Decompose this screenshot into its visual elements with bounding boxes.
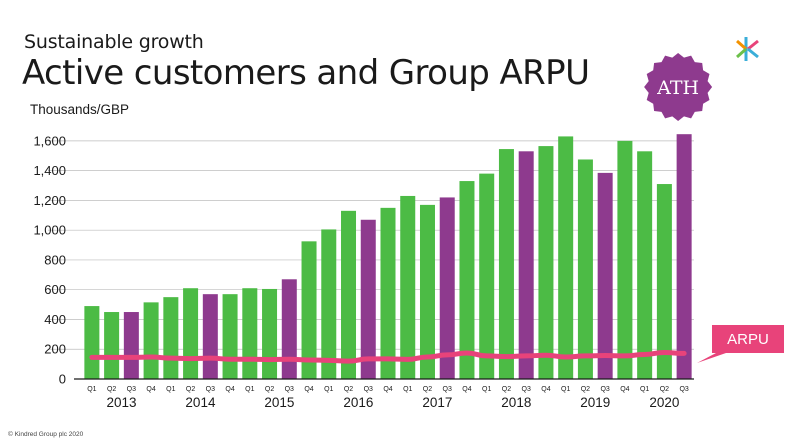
- bar-q1: [637, 151, 653, 379]
- ath-badge-shape: [644, 53, 713, 121]
- x-axis-quarter-ticks: Q1 Q2 Q3 Q4 Q1 Q2 Q3 Q4 Q1 Q2 Q3 Q4 Q1 Q2 Q3 Q4 Q1 Q2 Q3 Q4…: [87, 386, 689, 393]
- bar-q1: [321, 229, 337, 379]
- quarter-tick-label: Q4: [620, 386, 629, 393]
- quarter-tick-label: Q2: [581, 386, 590, 393]
- quarter-tick-label: Q2: [107, 386, 116, 393]
- bar-q2: [262, 288, 278, 379]
- quarter-tick-label: Q3: [443, 386, 452, 393]
- y-tick-label: 400: [44, 312, 66, 327]
- ath-badge: ATH: [644, 53, 713, 121]
- y-axis-ticks: 0 200 400 600 800 1,000 1,200 1,400 1,600: [33, 133, 66, 386]
- y-tick-label: 200: [44, 342, 66, 357]
- quarter-tick-label: Q2: [344, 386, 353, 393]
- bar-q1: [558, 136, 574, 379]
- bar-q3: [123, 312, 139, 379]
- arpu-callout-shape: [697, 325, 784, 363]
- quarter-tick-label: Q3: [364, 386, 373, 393]
- quarter-tick-label: Q4: [304, 386, 313, 393]
- bar-series-active-customers: [84, 134, 692, 379]
- quarter-tick-label: Q2: [265, 386, 274, 393]
- year-label: 2017: [422, 395, 452, 410]
- quarter-tick-label: Q1: [87, 386, 96, 393]
- bar-q4: [617, 140, 633, 379]
- quarter-tick-label: Q1: [640, 386, 649, 393]
- quarter-tick-label: Q4: [146, 386, 155, 393]
- year-label: 2013: [106, 395, 136, 410]
- bar-q2: [498, 149, 514, 379]
- bar-q2: [341, 210, 357, 379]
- bar-q4: [538, 146, 554, 379]
- bar-q1: [479, 173, 495, 379]
- quarter-tick-label: Q1: [324, 386, 333, 393]
- arpu-callout: ARPU: [697, 325, 784, 363]
- quarter-tick-label: Q1: [245, 386, 254, 393]
- quarter-tick-label: Q1: [482, 386, 491, 393]
- bar-q3: [439, 197, 455, 379]
- y-axis-units-label: Thousands/GBP: [30, 102, 130, 117]
- bar-q1: [400, 195, 416, 379]
- quarter-tick-label: Q4: [462, 386, 471, 393]
- quarter-tick-label: Q2: [660, 386, 669, 393]
- bar-q2: [656, 184, 672, 379]
- year-label: 2020: [649, 395, 679, 410]
- kindred-logo-icon: [736, 37, 759, 61]
- year-label: 2014: [185, 395, 216, 410]
- y-tick-label: 1,600: [33, 133, 66, 148]
- x-axis-year-labels: 2013 2014 2015 2016 2017 2018 2019 2020: [106, 395, 679, 410]
- bar-q2: [419, 204, 435, 379]
- bar-q2: [183, 288, 199, 379]
- bar-q4: [380, 207, 396, 379]
- arpu-callout-label: ARPU: [727, 331, 769, 348]
- quarter-tick-label: Q2: [186, 386, 195, 393]
- arpu-line: [89, 350, 687, 364]
- chart-subtitle: Sustainable growth: [24, 31, 204, 53]
- quarter-tick-label: Q1: [561, 386, 570, 393]
- year-label: 2019: [580, 395, 610, 410]
- bar-q3: [518, 151, 534, 379]
- quarter-tick-label: Q3: [285, 386, 294, 393]
- quarter-tick-label: Q3: [600, 386, 609, 393]
- bar-q4: [301, 241, 317, 379]
- quarter-tick-label: Q3: [522, 386, 531, 393]
- bar-q1: [84, 306, 100, 379]
- bar-q3: [202, 294, 218, 379]
- y-tick-label: 600: [44, 282, 66, 297]
- year-label: 2016: [343, 395, 373, 410]
- quarter-tick-label: Q3: [127, 386, 136, 393]
- chart-title: Active customers and Group ARPU: [22, 53, 590, 93]
- quarter-tick-label: Q4: [541, 386, 550, 393]
- bar-q3: [360, 219, 376, 379]
- bar-q4: [143, 302, 159, 379]
- quarter-tick-label: Q4: [225, 386, 234, 393]
- bar-q1: [242, 288, 258, 379]
- quarter-tick-label: Q2: [423, 386, 432, 393]
- quarter-tick-label: Q1: [166, 386, 175, 393]
- copyright-notice: © Kindred Group plc 2020: [8, 431, 84, 438]
- quarter-tick-label: Q1: [403, 386, 412, 393]
- bar-q1: [163, 297, 179, 379]
- quarter-tick-label: Q3: [679, 386, 688, 393]
- y-tick-label: 0: [59, 372, 66, 387]
- year-label: 2015: [264, 395, 294, 410]
- y-tick-label: 1,200: [33, 193, 66, 208]
- bar-q4: [222, 294, 238, 379]
- ath-badge-label: ATH: [656, 77, 699, 99]
- bar-q2: [104, 312, 120, 379]
- y-tick-label: 1,400: [33, 163, 66, 178]
- quarter-tick-label: Q4: [383, 386, 392, 393]
- y-tick-label: 800: [44, 252, 66, 267]
- bar-q3: [676, 134, 692, 379]
- bar-q3: [597, 172, 613, 379]
- quarter-tick-label: Q2: [502, 386, 511, 393]
- y-tick-label: 1,000: [33, 223, 66, 238]
- quarter-tick-label: Q3: [206, 386, 215, 393]
- bar-q3: [281, 279, 297, 379]
- bar-q2: [577, 159, 593, 379]
- bar-q4: [459, 181, 475, 379]
- year-label: 2018: [501, 395, 531, 410]
